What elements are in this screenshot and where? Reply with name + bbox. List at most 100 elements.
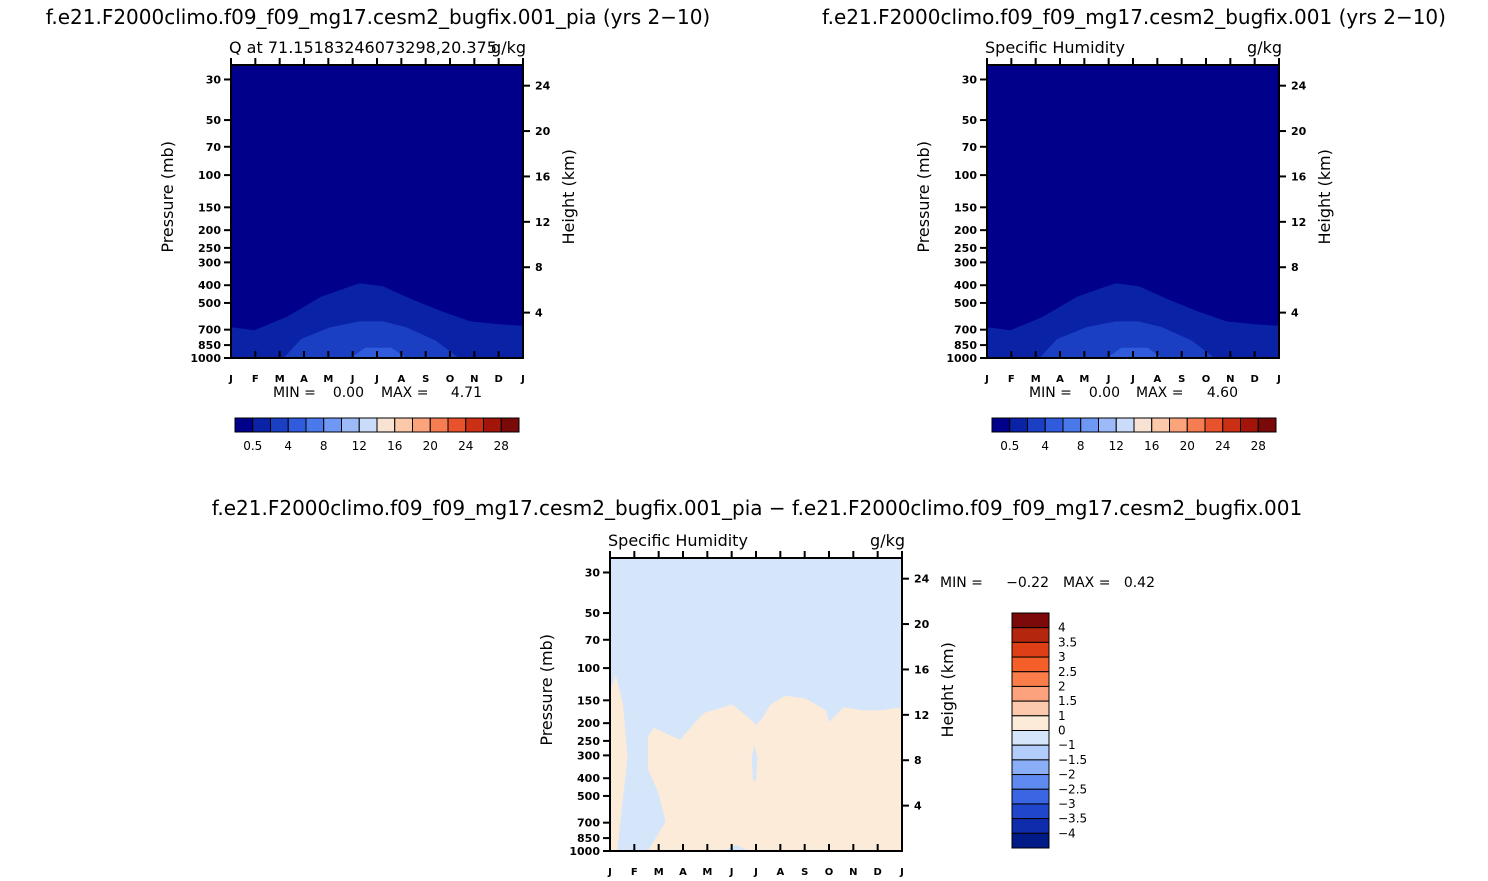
difference-title: f.e21.F2000climo.f09_f09_mg17.cesm2_bugf…	[212, 496, 1302, 520]
panel_b-y-tick-label: 850	[954, 339, 977, 352]
panel_diff-colorbar-box	[1011, 744, 1050, 761]
panel_a-y-tick-label: 150	[198, 201, 221, 214]
panel_diff-colorbar-box	[1011, 685, 1050, 702]
panel_diff-colorbar-box	[1011, 774, 1050, 790]
panel_b-y-tick-label: 100	[954, 169, 977, 182]
panel_a-min-value: 0.00	[333, 385, 364, 401]
panel_a-x-tick-label: F	[252, 374, 259, 385]
panel_diff-x-tick-label: M	[702, 867, 712, 878]
panel_b-colorbar-box	[1240, 417, 1259, 433]
panel_diff-y2-tick-label: 4	[914, 800, 922, 813]
panel_diff-y-tick-label: 50	[585, 607, 601, 620]
panel_a-x-tick-label: J	[228, 374, 233, 385]
panel_diff-colorbar-box	[1011, 803, 1050, 820]
panel_b-x-tick-label: J	[1130, 374, 1135, 385]
panel_diff-colorbar-box	[1011, 627, 1050, 643]
panel_b-y2-tick-label: 12	[1291, 216, 1306, 229]
panel_b-x-tick-label: J	[984, 374, 989, 385]
panel_a-colorbar-label: 4	[284, 439, 292, 453]
panel_b-colorbar-label: 24	[1215, 439, 1230, 453]
panel_b-colorbar-label: 20	[1180, 439, 1195, 453]
panel_a-y2-tick-label: 20	[535, 125, 551, 138]
panel_a-colorbar-box	[358, 417, 378, 433]
panel_b-colorbar-box	[1222, 417, 1241, 433]
panel_a-y-tick-label: 500	[198, 297, 221, 310]
panel_b-y-axis-title: Pressure (mb)	[914, 141, 933, 253]
panel_b-y-tick-label: 1000	[946, 352, 977, 365]
panel_diff-colorbar-box	[1011, 730, 1050, 746]
panel_a-field-layer-2	[283, 321, 459, 358]
panel_diff-colorbar-label: −1.5	[1058, 753, 1087, 767]
panel_b-y-tick-label: 300	[954, 256, 977, 269]
panel_a-colorbar-box	[394, 417, 413, 433]
diff-positive-region-main	[648, 695, 902, 851]
panel_diff-y-tick-label: 700	[577, 817, 600, 830]
panel_b-colorbar-box	[1009, 417, 1028, 433]
panel_b-colorbar-box	[1098, 417, 1117, 433]
panel_a-colorbar-label: 0.5	[243, 439, 262, 453]
panel_b-x-tick-label: S	[1178, 374, 1185, 385]
panel_a-y2-tick-label: 24	[535, 80, 551, 93]
panel_diff-colorbar-box	[1011, 788, 1050, 805]
panel_diff-x-tick-label: S	[801, 867, 808, 878]
panel_b-y-tick-label: 30	[962, 73, 978, 86]
panel_b-colorbar-box	[1062, 417, 1082, 433]
panel_diff-x-tick-label: A	[679, 867, 687, 878]
panel_a-y-tick-label: 250	[198, 242, 221, 255]
panel_a-colorbar-label: 16	[387, 439, 402, 453]
panel_a-y-axis-title: Pressure (mb)	[158, 141, 177, 253]
panel_a-x-tick-label: M	[275, 374, 285, 385]
panel_a-y-tick-label: 850	[198, 339, 221, 352]
panel_diff-y2-axis-title: Height (km)	[938, 642, 957, 737]
panel_diff-min-label: MIN =	[940, 575, 983, 591]
panel_diff-colorbar-label: −3	[1058, 797, 1076, 811]
panel_b-y2-tick-label: 4	[1291, 307, 1299, 320]
panel_a-variable-label: Q at 71.15183246073298,20.375	[229, 38, 497, 57]
panel_diff-colorbar-label: −4	[1058, 826, 1076, 840]
panel_diff-colorbar-label: 1	[1058, 709, 1066, 723]
panel_diff-y-tick-label: 1000	[569, 845, 600, 858]
panel_b-y-tick-label: 200	[954, 224, 977, 237]
panel_a-x-tick-label: J	[520, 374, 525, 385]
panel_diff-y2-tick-label: 20	[914, 618, 930, 631]
panel_a-colorbar-label: 12	[352, 439, 367, 453]
panel_a-y-tick-label: 50	[206, 114, 222, 127]
panel_diff-x-tick-label: J	[729, 867, 734, 878]
panel_a-colorbar-label: 24	[458, 439, 473, 453]
panel_a-colorbar-box	[376, 417, 396, 433]
panel_diff-colorbar-box	[1011, 759, 1050, 776]
panel_a-x-tick-label: J	[374, 374, 379, 385]
panel_b-colorbar-box	[1186, 417, 1206, 433]
panel_b-min-label: MIN =	[1029, 385, 1072, 401]
panel_diff-x-tick-label: J	[899, 867, 904, 878]
panel_diff-colorbar-box	[1011, 641, 1050, 658]
panel_b-y-tick-label: 50	[962, 114, 978, 127]
panel_a-max-label: MAX =	[381, 385, 428, 401]
panel_a-y2-axis-title: Height (km)	[559, 149, 578, 244]
panel_b-y-tick-label: 700	[954, 324, 977, 337]
panel_a-y-tick-label: 700	[198, 324, 221, 337]
panel_b-x-tick-label: D	[1251, 374, 1259, 385]
panel_b-x-tick-label: A	[1153, 374, 1161, 385]
panel_diff-x-tick-label: A	[776, 867, 784, 878]
panel_a-colorbar-box	[287, 417, 307, 433]
panel_b-x-tick-label: J	[1276, 374, 1281, 385]
panel_diff-colorbar-label: 2.5	[1058, 665, 1077, 679]
panel_diff-y-tick-label: 100	[577, 662, 600, 675]
panel_b-x-tick-label: N	[1226, 374, 1234, 385]
panel_a-colorbar-box	[234, 417, 254, 433]
panel_diff-y-tick-label: 850	[577, 832, 600, 845]
panel_b-x-tick-label: M	[1079, 374, 1089, 385]
panel_b-y2-tick-label: 24	[1291, 80, 1307, 93]
panel_b-colorbar-label: 4	[1041, 439, 1049, 453]
panel_diff-y-tick-label: 30	[585, 566, 601, 579]
panel_a-x-tick-label: N	[470, 374, 478, 385]
panel_a-y-tick-label: 100	[198, 169, 221, 182]
panel_b-colorbar-label: 28	[1251, 439, 1266, 453]
panel_a-y2-tick-label: 12	[535, 216, 550, 229]
panel_diff-colorbar-label: 2	[1058, 679, 1066, 693]
panel-difference: J F M A M J J A S O N D J305070100150200250300400500…	[537, 531, 1155, 878]
panel_b-colorbar-box	[1044, 417, 1064, 433]
panel_b-y2-tick-label: 8	[1291, 261, 1299, 274]
